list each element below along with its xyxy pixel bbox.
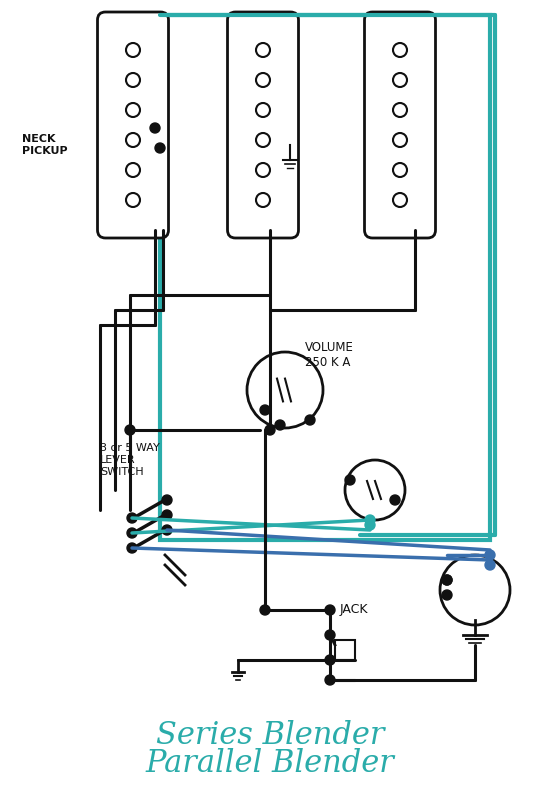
Circle shape <box>125 425 135 435</box>
Circle shape <box>393 103 407 117</box>
Circle shape <box>442 575 452 585</box>
Circle shape <box>393 193 407 207</box>
Circle shape <box>393 73 407 87</box>
Text: VOLUME
250 K A: VOLUME 250 K A <box>305 341 354 369</box>
Text: Series Blender: Series Blender <box>156 719 384 751</box>
Text: JACK: JACK <box>340 604 368 616</box>
Circle shape <box>256 103 270 117</box>
Circle shape <box>440 555 510 625</box>
Circle shape <box>325 675 335 685</box>
Circle shape <box>126 43 140 57</box>
Circle shape <box>393 43 407 57</box>
Text: 3 or 5 WAY
LEVER
SWITCH: 3 or 5 WAY LEVER SWITCH <box>100 444 160 477</box>
Circle shape <box>442 575 452 585</box>
Circle shape <box>126 133 140 147</box>
Circle shape <box>256 193 270 207</box>
Circle shape <box>126 193 140 207</box>
FancyBboxPatch shape <box>364 12 435 238</box>
Circle shape <box>365 515 375 525</box>
Text: NECK
PICKUP: NECK PICKUP <box>22 134 68 156</box>
Bar <box>335 640 355 660</box>
FancyBboxPatch shape <box>227 12 299 238</box>
Circle shape <box>256 163 270 177</box>
Circle shape <box>162 495 172 505</box>
Circle shape <box>325 630 335 640</box>
Circle shape <box>325 655 335 665</box>
Circle shape <box>260 605 270 615</box>
Circle shape <box>393 133 407 147</box>
Circle shape <box>390 495 400 505</box>
Circle shape <box>127 543 137 553</box>
Circle shape <box>155 143 165 153</box>
Circle shape <box>393 163 407 177</box>
Circle shape <box>365 520 375 530</box>
Circle shape <box>442 590 452 600</box>
Circle shape <box>256 73 270 87</box>
Circle shape <box>150 123 160 133</box>
Circle shape <box>126 103 140 117</box>
Circle shape <box>256 133 270 147</box>
Circle shape <box>345 475 355 485</box>
Circle shape <box>127 513 137 523</box>
Circle shape <box>485 550 495 560</box>
Circle shape <box>345 460 405 520</box>
Circle shape <box>485 560 495 570</box>
Circle shape <box>126 163 140 177</box>
Circle shape <box>325 605 335 615</box>
Circle shape <box>305 415 315 425</box>
Circle shape <box>127 528 137 538</box>
Circle shape <box>126 73 140 87</box>
Circle shape <box>260 405 270 415</box>
Circle shape <box>247 352 323 428</box>
Circle shape <box>265 425 275 435</box>
Text: Parallel Blender: Parallel Blender <box>146 748 394 779</box>
Circle shape <box>256 43 270 57</box>
Circle shape <box>162 510 172 520</box>
Circle shape <box>162 525 172 535</box>
FancyBboxPatch shape <box>98 12 168 238</box>
Circle shape <box>275 420 285 430</box>
